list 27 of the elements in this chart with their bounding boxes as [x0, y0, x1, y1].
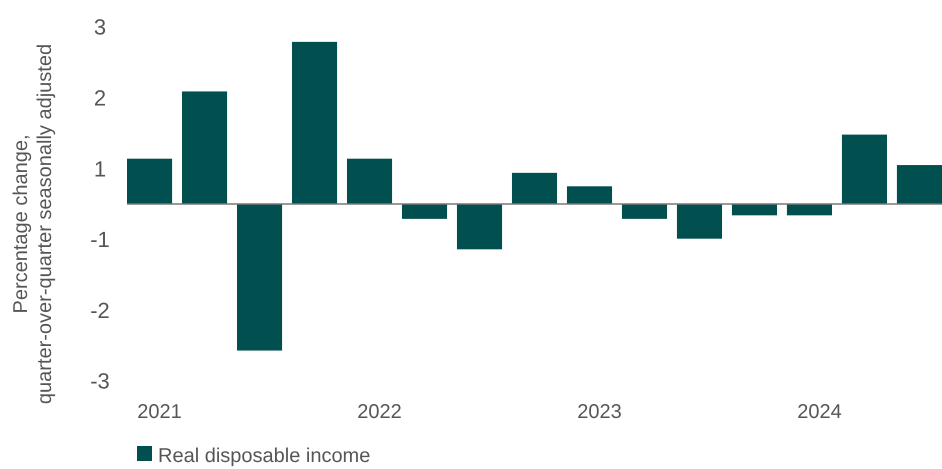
- x-tick-label: 2023: [577, 401, 622, 423]
- bar: [786, 204, 832, 216]
- y-tick-label: -2: [90, 298, 110, 323]
- x-tick-label: 2024: [797, 401, 842, 423]
- x-tick-label: 2021: [137, 401, 182, 423]
- bar: [732, 204, 778, 216]
- bar: [676, 204, 722, 239]
- legend-label: Real disposable income: [158, 445, 370, 467]
- y-axis-title: Percentage change, quarter-over-quarter seasonally adjusted: [10, 44, 56, 404]
- bar: [292, 42, 338, 204]
- bar: [566, 186, 612, 204]
- bar: [346, 158, 392, 204]
- y-tick-label: 1: [94, 156, 106, 182]
- bar: [512, 172, 558, 204]
- y-tick-label: -1: [90, 227, 110, 252]
- x-tick-label: 2022: [357, 401, 402, 423]
- y-tick-label: -3: [90, 368, 110, 394]
- y-tick-label: 3: [94, 14, 106, 40]
- bar: [842, 134, 888, 204]
- y-tick-label: 2: [94, 86, 106, 110]
- bar: [622, 204, 668, 219]
- bar: [896, 165, 942, 204]
- bar: [456, 204, 502, 250]
- bar: [402, 204, 448, 219]
- bar: [182, 91, 228, 204]
- bar: [127, 158, 172, 204]
- bar: [236, 204, 282, 351]
